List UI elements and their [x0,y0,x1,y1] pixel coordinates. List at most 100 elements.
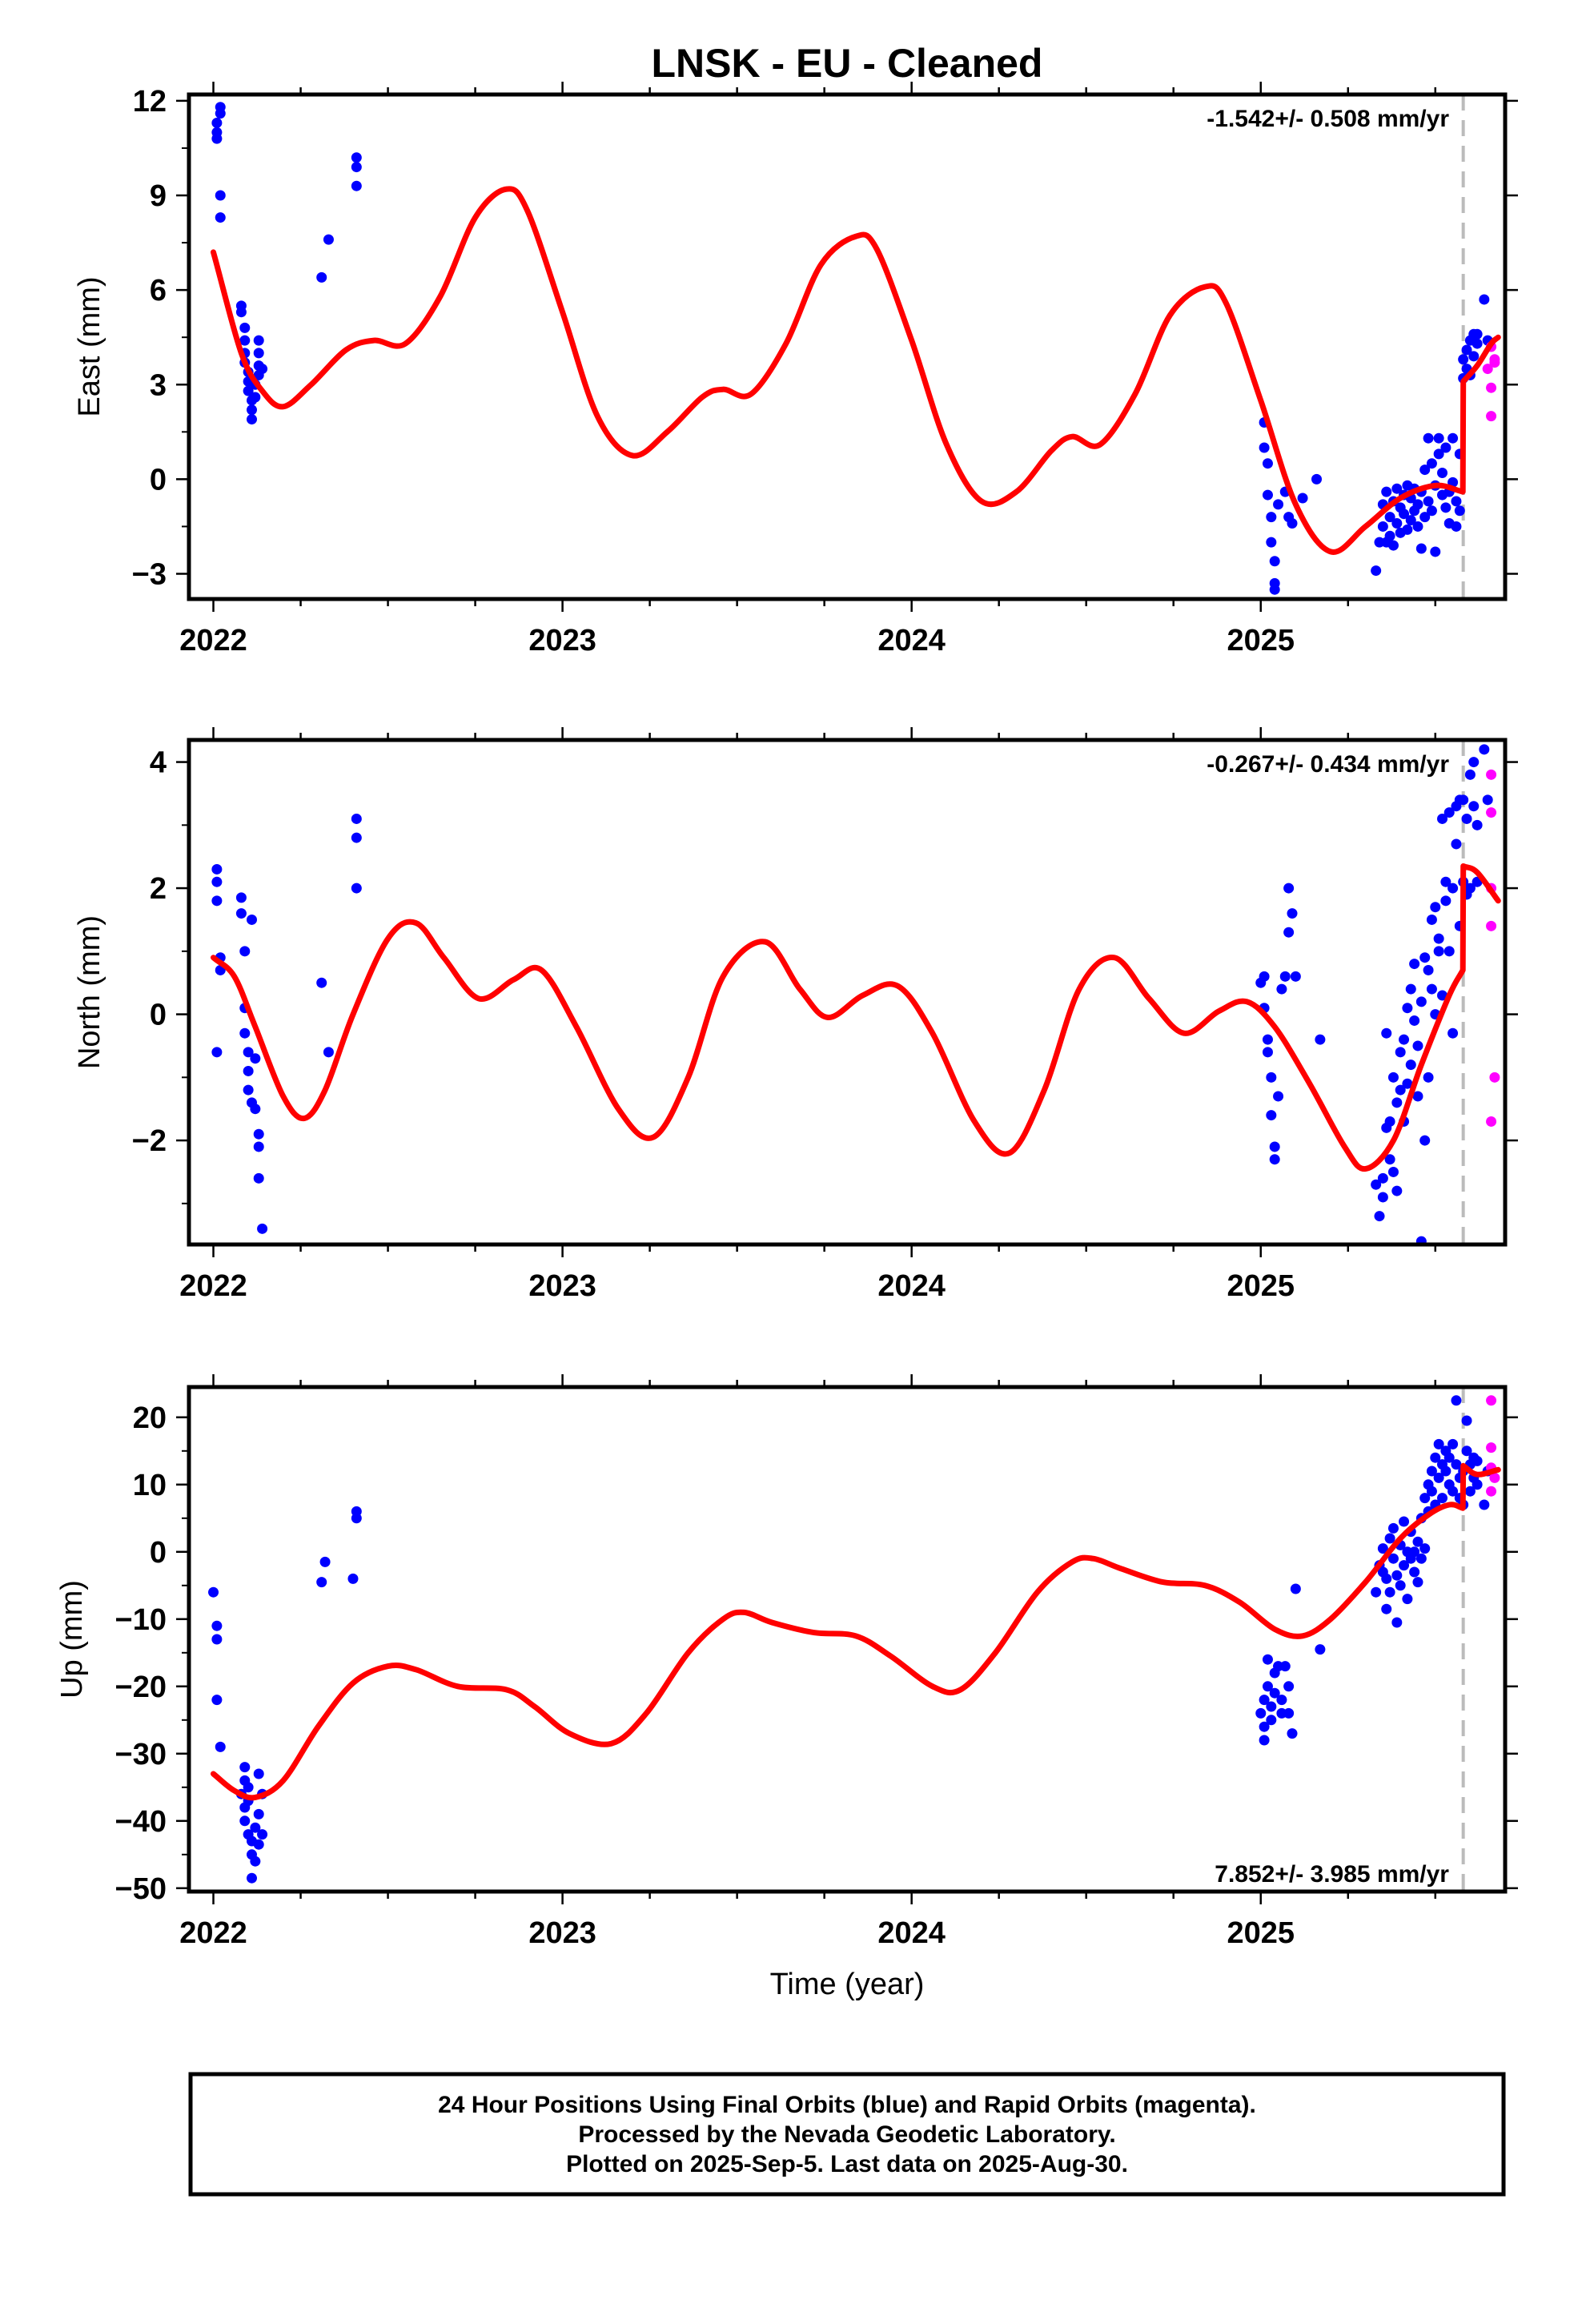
north-final-orbit-point [351,832,362,843]
north-final-orbit-point [323,1047,334,1058]
north-final-orbit-point [1391,1097,1403,1108]
up-final-orbit-point [211,1620,223,1631]
north-final-orbit-point [351,883,362,894]
north-final-orbit-point [1381,1027,1392,1039]
north-final-orbit-point [1433,946,1444,957]
east-rapid-orbit-point [1486,382,1497,393]
up-y-tick-label: −50 [115,1872,167,1906]
east-final-orbit-point [1269,556,1280,567]
east-final-orbit-point [1377,521,1388,532]
north-plot-frame [187,738,1508,1247]
north-y-tick-label: 4 [150,746,167,780]
up-final-orbit-point [1395,1580,1406,1591]
east-final-orbit-point [246,414,257,425]
north-model-curve [211,863,1501,1172]
east-final-orbit-point [1447,432,1459,444]
north-final-orbit-point [243,1065,254,1076]
east-final-orbit-point [316,271,327,283]
north-final-orbit-point [1374,1211,1385,1222]
up-final-orbit-point [1402,1594,1413,1605]
north-final-orbit-point [1419,1135,1431,1146]
north-final-orbit-point [1387,1072,1399,1083]
north-final-orbit-point [1269,1141,1280,1152]
east-final-orbit-point [1297,493,1308,504]
east-final-orbit-point [1440,502,1452,513]
north-final-orbit-point [1458,794,1469,806]
east-final-orbit-point [1259,442,1270,453]
up-final-orbit-point [1259,1695,1270,1706]
east-final-orbit-point [1451,496,1462,507]
east-final-orbit-point [1433,432,1444,444]
east-final-orbit-point [1426,458,1437,469]
north-x-tick-label: 2024 [877,1269,946,1303]
up-final-orbit-point [1262,1654,1273,1665]
north-final-orbit-point [211,863,223,875]
north-final-orbit-point [1409,959,1420,970]
up-final-orbit-point [1279,1661,1291,1672]
north-final-orbit-point [1283,883,1295,894]
east-plot-frame [187,92,1508,601]
up-rapid-orbit-point [1486,1486,1497,1497]
up-final-orbit-point [257,1829,268,1840]
up-final-orbit-point [1287,1728,1298,1739]
up-final-orbit-point [1409,1566,1420,1578]
north-final-orbit-point [246,914,257,925]
north-final-orbit-point [1269,1154,1280,1165]
north-final-orbit-point [1391,1185,1403,1196]
east-final-orbit-point [253,335,264,346]
north-final-orbit-point [243,1084,254,1096]
north-final-orbit-point [1451,838,1462,850]
north-final-orbit-point [1415,996,1427,1007]
north-rapid-orbit-point [1486,807,1497,818]
north-final-orbit-point [1266,1110,1277,1121]
up-final-orbit-point [250,1822,261,1833]
east-final-orbit-point [215,212,226,223]
north-final-orbit-point [211,895,223,907]
east-final-orbit-point [215,102,226,113]
up-final-orbit-point [1391,1617,1403,1628]
north-final-orbit-point [1440,876,1452,887]
north-final-orbit-point [1402,1003,1413,1014]
east-final-orbit-point [1426,505,1437,517]
east-final-orbit-point [1273,499,1284,510]
up-y-tick-label: −10 [115,1603,167,1637]
east-y-tick-label: 3 [150,368,167,402]
east-rapid-orbit-point [1486,411,1497,422]
up-panel: 2022 2023 2024 2025 −50 −40 −30 −20 −10 0 10 20 Up (… [55,1374,1518,1950]
north-final-orbit-point [1461,813,1472,824]
north-final-orbit-point [1468,801,1480,812]
north-final-orbit-point [1395,1047,1406,1058]
up-final-orbit-point [1262,1681,1273,1692]
east-final-orbit-point [1287,518,1298,529]
up-final-orbit-point [1433,1438,1444,1449]
east-rapid-orbit-point [1489,354,1500,365]
north-final-orbit-point [1447,883,1459,894]
north-final-orbit-point [253,1141,264,1152]
east-x-tick-label: 2025 [1227,624,1295,657]
north-final-orbit-point [1412,1091,1423,1102]
up-final-orbit-point [1399,1560,1410,1571]
north-final-orbit-point [250,1053,261,1064]
east-final-orbit-point [1371,565,1382,577]
up-final-orbit-point [1381,1603,1392,1614]
east-y-axis-label: East (mm) [73,276,106,416]
north-final-orbit-point [1440,895,1452,907]
north-y-tick-label: 2 [150,872,167,906]
up-final-orbit-point [1479,1499,1490,1510]
north-final-orbit-point [243,1047,254,1058]
east-panel: 2022 2023 2024 2025 −3 0 3 6 9 12 East (mm) -1.542+… [73,82,1518,657]
up-final-orbit-point [250,1856,261,1867]
north-final-orbit-point [1279,971,1291,982]
north-final-orbit-point [351,813,362,824]
north-final-orbit-point [1472,819,1483,830]
east-final-orbit-point [239,335,251,346]
up-final-orbit-point [246,1872,257,1884]
footer-line-3: Plotted on 2025-Sep-5. Last data on 2025… [566,2151,1128,2177]
up-x-tick-label: 2023 [528,1916,596,1950]
up-final-orbit-point [1259,1735,1270,1746]
east-final-orbit-point [250,392,261,403]
up-final-orbit-point [1472,1479,1483,1490]
north-final-orbit-point [1447,1027,1459,1039]
up-final-orbit-point [1461,1445,1472,1457]
up-final-orbit-point [1451,1459,1462,1470]
